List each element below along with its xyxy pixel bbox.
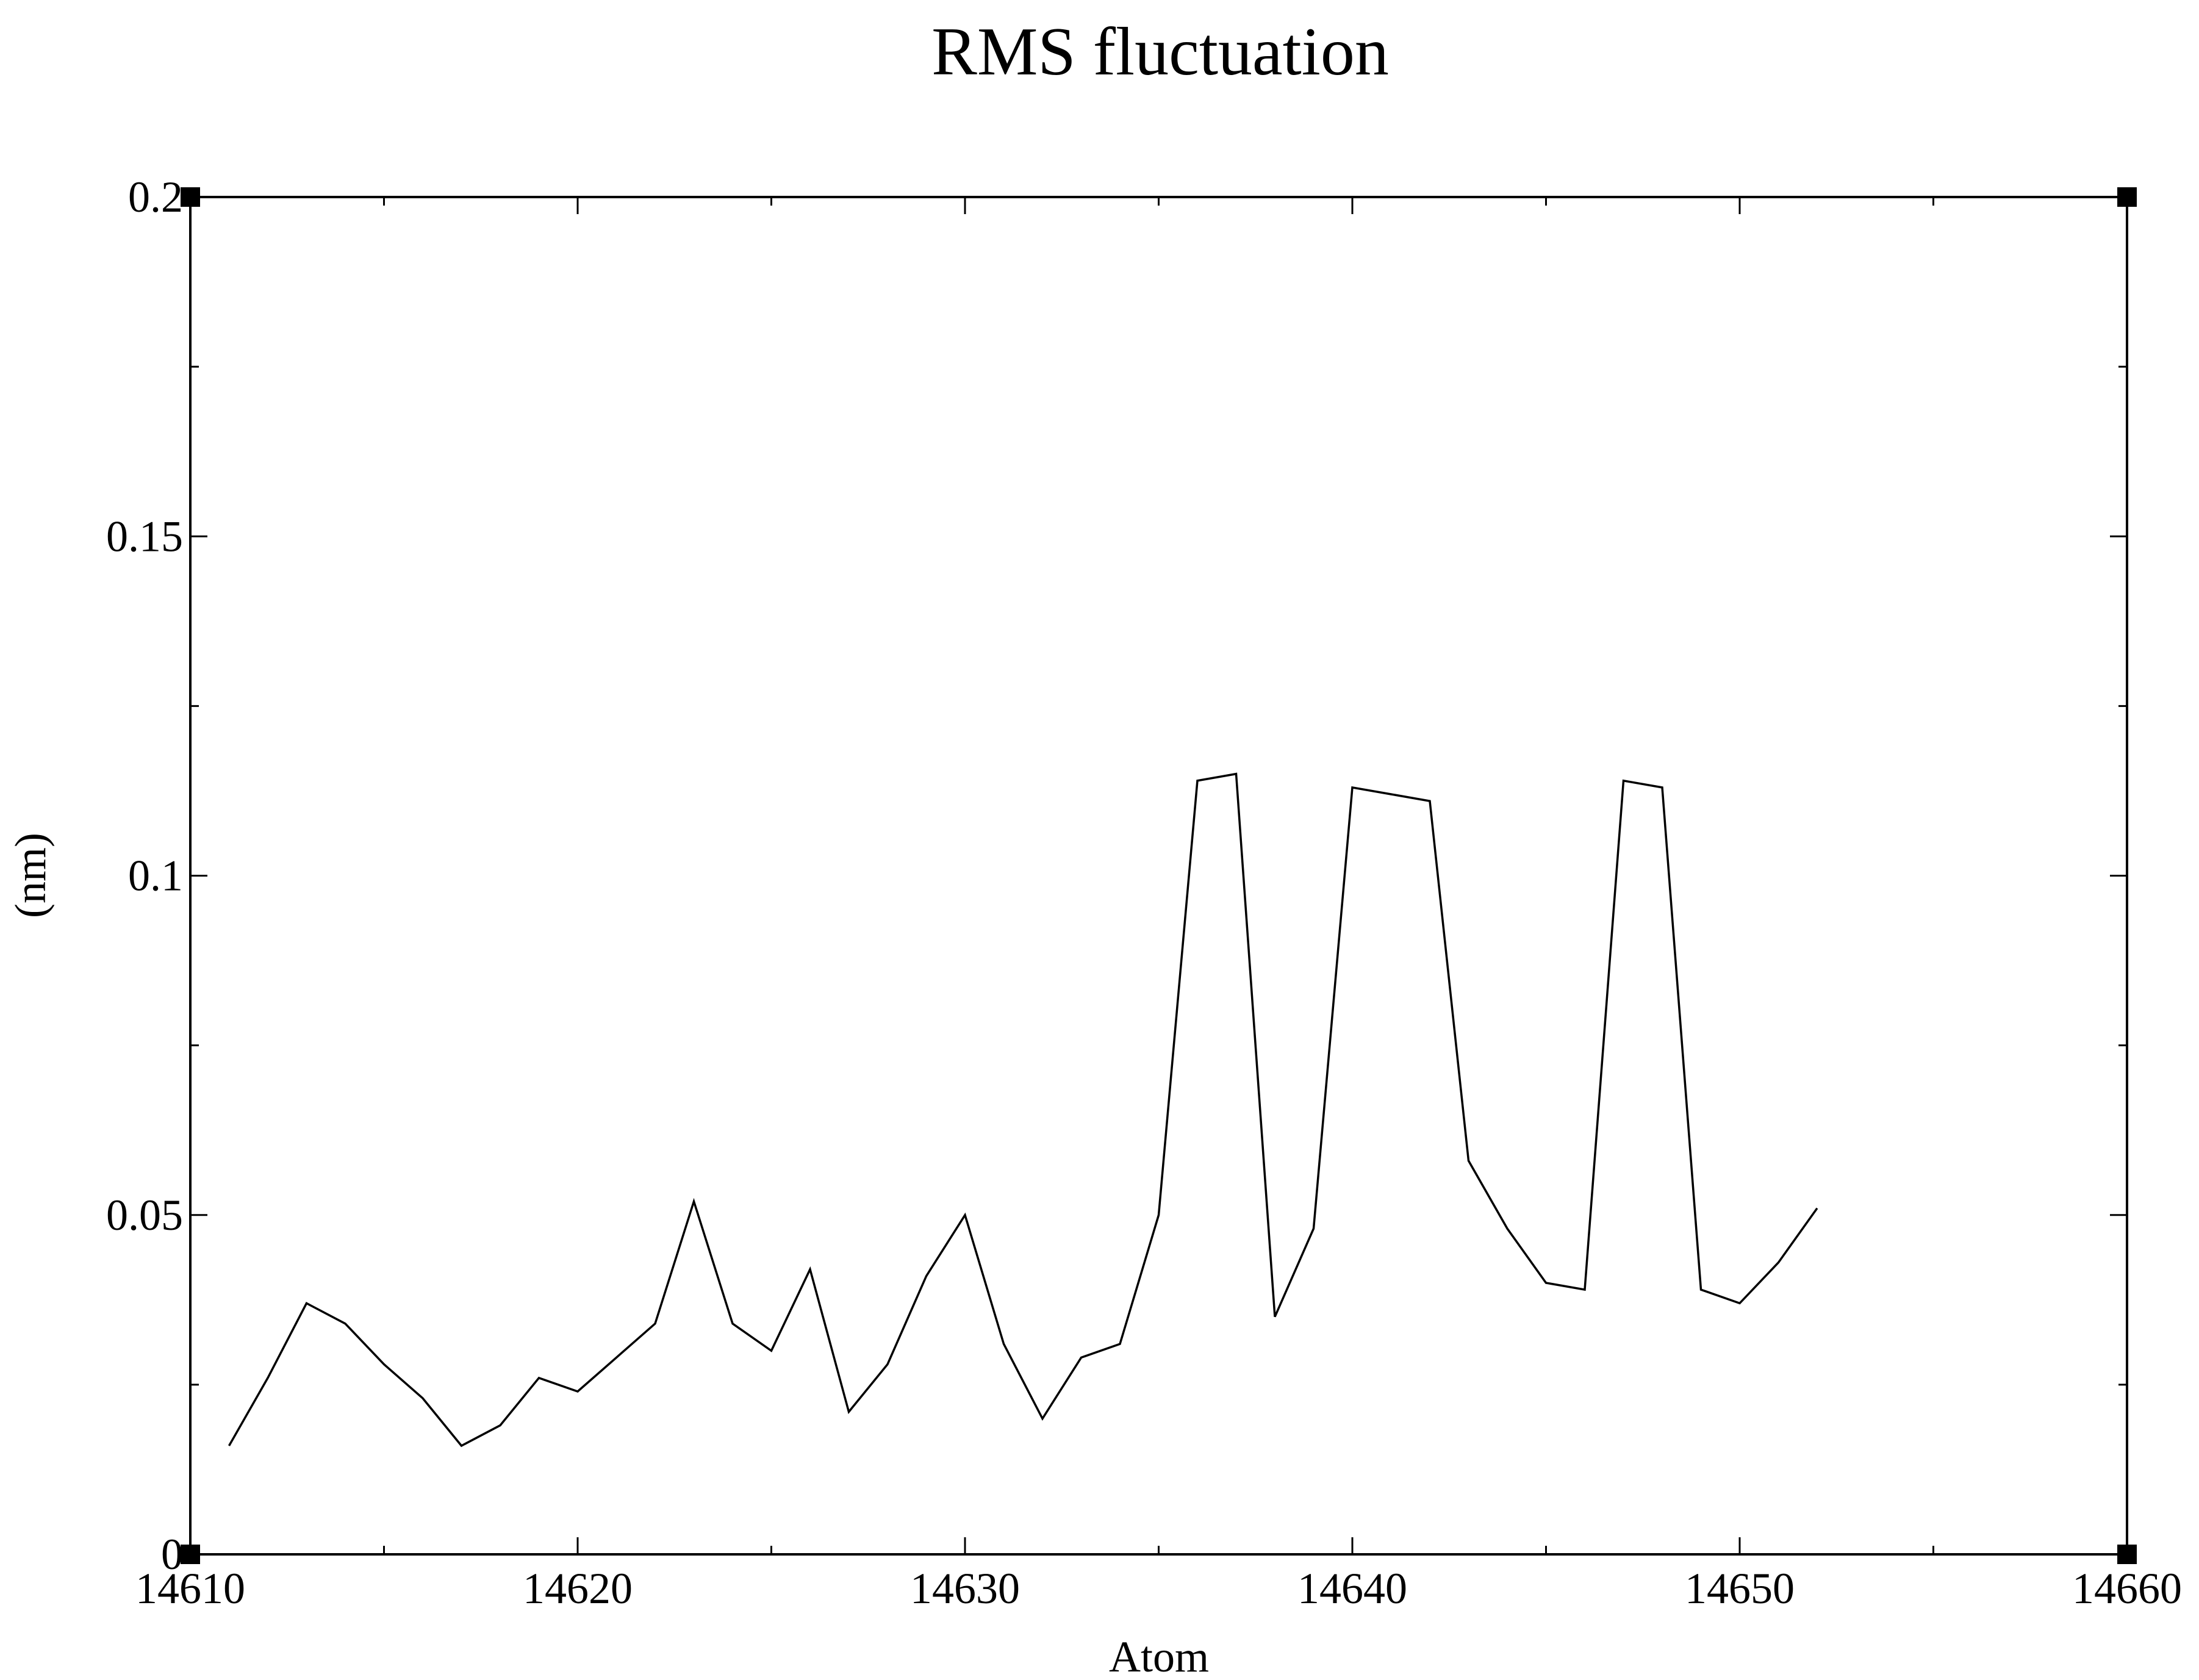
y-axis: 0 0.05 0.1 0.15 0.2 xyxy=(106,173,2127,1579)
y-axis-label: (nm) xyxy=(6,833,55,918)
x-tick-label: 14610 xyxy=(135,1564,245,1613)
x-axis: 14610 14620 14630 14640 14650 14660 xyxy=(135,197,2182,1613)
y-tick-label: 0.15 xyxy=(106,512,183,561)
y-tick-label: 0.2 xyxy=(128,173,183,221)
x-tick-label: 14650 xyxy=(1685,1564,1795,1613)
corner-marker xyxy=(181,187,200,207)
chart-title: RMS fluctuation xyxy=(931,14,1389,90)
x-tick-label: 14630 xyxy=(910,1564,1020,1613)
y-tick-label: 0 xyxy=(161,1530,183,1579)
corner-marker xyxy=(2117,1545,2137,1564)
x-tick-label: 14640 xyxy=(1297,1564,1407,1613)
x-tick-label: 14620 xyxy=(523,1564,633,1613)
y-tick-label: 0.05 xyxy=(106,1191,183,1240)
corner-marker xyxy=(181,1545,200,1564)
x-tick-label: 14660 xyxy=(2072,1564,2182,1613)
series-line xyxy=(228,772,1818,1448)
y-tick-label: 0.1 xyxy=(128,852,183,900)
corner-marker xyxy=(2117,187,2137,207)
x-axis-label: Atom xyxy=(1109,1632,1209,1680)
plot-corner-markers xyxy=(181,187,2137,1564)
plot-frame xyxy=(189,196,2128,1556)
